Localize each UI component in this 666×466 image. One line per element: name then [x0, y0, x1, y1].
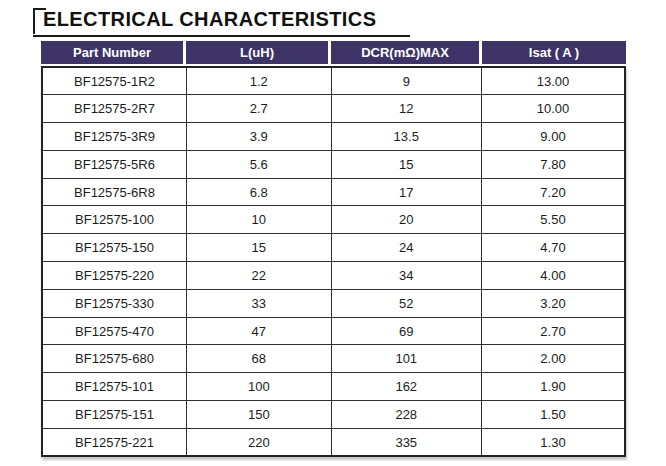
table-row: BF12575-47047692.70	[42, 317, 625, 345]
table-row: BF12575-680681012.00	[42, 345, 625, 373]
cell-l-uh: 22	[187, 262, 332, 290]
cell-l-uh: 33	[187, 289, 332, 317]
cell-part-number: BF12575-5R6	[42, 150, 187, 178]
table-row: BF12575-1511502281.50	[42, 401, 625, 429]
cell-isat-a: 13.00	[482, 67, 626, 95]
table-row: BF12575-10010205.50	[42, 206, 625, 234]
cell-isat-a: 2.70	[482, 317, 626, 345]
table-row: BF12575-6R86.8177.20	[42, 178, 625, 206]
cell-isat-a: 9.00	[482, 123, 626, 151]
cell-l-uh: 220	[187, 428, 332, 456]
cell-part-number: BF12575-220	[42, 262, 187, 290]
table-header-row: Part NumberL(uH)DCR(mΩ)MAXIsat ( A )	[41, 41, 626, 64]
cell-l-uh: 150	[187, 401, 332, 429]
cell-part-number: BF12575-101	[42, 373, 187, 401]
cell-isat-a: 4.00	[482, 262, 626, 290]
column-header-dcr-mohm-max: DCR(mΩ)MAX	[331, 41, 482, 64]
cell-dcr-mohm-max: 17	[331, 178, 481, 206]
table-row: BF12575-2R72.71210.00	[42, 95, 625, 123]
cell-l-uh: 10	[187, 206, 332, 234]
cell-part-number: BF12575-3R9	[42, 123, 187, 151]
column-header-part-number: Part Number	[41, 41, 186, 64]
datasheet-page: ELECTRICAL CHARACTERISTICS Part NumberL(…	[0, 0, 666, 466]
cell-dcr-mohm-max: 34	[331, 262, 481, 290]
cell-part-number: BF12575-151	[42, 401, 187, 429]
cell-dcr-mohm-max: 9	[331, 67, 481, 95]
cell-part-number: BF12575-680	[42, 345, 187, 373]
cell-l-uh: 47	[187, 317, 332, 345]
title-corner-bracket	[33, 8, 46, 34]
table-row: BF12575-3R93.913.59.00	[42, 123, 625, 151]
table-row: BF12575-5R65.6157.80	[42, 150, 625, 178]
cell-isat-a: 7.20	[482, 178, 626, 206]
cell-l-uh: 3.9	[187, 123, 332, 151]
cell-part-number: BF12575-150	[42, 234, 187, 262]
table-row: BF12575-2212203351.30	[42, 428, 625, 456]
cell-part-number: BF12575-100	[42, 206, 187, 234]
cell-dcr-mohm-max: 101	[331, 345, 481, 373]
cell-isat-a: 10.00	[482, 95, 626, 123]
table-row: BF12575-1011001621.90	[42, 373, 625, 401]
cell-isat-a: 1.90	[482, 373, 626, 401]
cell-part-number: BF12575-221	[42, 428, 187, 456]
electrical-characteristics-table: Part NumberL(uH)DCR(mΩ)MAXIsat ( A ) BF1…	[41, 41, 626, 457]
column-header-isat-a: Isat ( A )	[482, 41, 626, 64]
cell-l-uh: 6.8	[187, 178, 332, 206]
table-row: BF12575-1R21.2913.00	[42, 67, 625, 95]
cell-l-uh: 5.6	[187, 150, 332, 178]
cell-l-uh: 68	[187, 345, 332, 373]
cell-part-number: BF12575-1R2	[42, 67, 187, 95]
section-title-block: ELECTRICAL CHARACTERISTICS	[33, 6, 410, 37]
cell-isat-a: 3.20	[482, 289, 626, 317]
page-title: ELECTRICAL CHARACTERISTICS	[43, 8, 410, 31]
table-row: BF12575-22022344.00	[42, 262, 625, 290]
cell-isat-a: 2.00	[482, 345, 626, 373]
table-body: BF12575-1R21.2913.00BF12575-2R72.71210.0…	[41, 66, 626, 457]
cell-part-number: BF12575-6R8	[42, 178, 187, 206]
cell-isat-a: 1.50	[482, 401, 626, 429]
cell-dcr-mohm-max: 69	[331, 317, 481, 345]
cell-l-uh: 100	[187, 373, 332, 401]
table-row: BF12575-15015244.70	[42, 234, 625, 262]
cell-dcr-mohm-max: 24	[331, 234, 481, 262]
cell-l-uh: 1.2	[187, 67, 332, 95]
cell-isat-a: 4.70	[482, 234, 626, 262]
cell-part-number: BF12575-470	[42, 317, 187, 345]
cell-isat-a: 7.80	[482, 150, 626, 178]
cell-dcr-mohm-max: 162	[331, 373, 481, 401]
cell-part-number: BF12575-330	[42, 289, 187, 317]
cell-l-uh: 15	[187, 234, 332, 262]
cell-isat-a: 1.30	[482, 428, 626, 456]
cell-dcr-mohm-max: 15	[331, 150, 481, 178]
cell-dcr-mohm-max: 335	[331, 428, 481, 456]
cell-part-number: BF12575-2R7	[42, 95, 187, 123]
cell-dcr-mohm-max: 20	[331, 206, 481, 234]
cell-dcr-mohm-max: 52	[331, 289, 481, 317]
cell-dcr-mohm-max: 12	[331, 95, 481, 123]
cell-l-uh: 2.7	[187, 95, 332, 123]
column-header-l-uh: L(uH)	[186, 41, 331, 64]
table-row: BF12575-33033523.20	[42, 289, 625, 317]
cell-dcr-mohm-max: 13.5	[331, 123, 481, 151]
cell-dcr-mohm-max: 228	[331, 401, 481, 429]
cell-isat-a: 5.50	[482, 206, 626, 234]
